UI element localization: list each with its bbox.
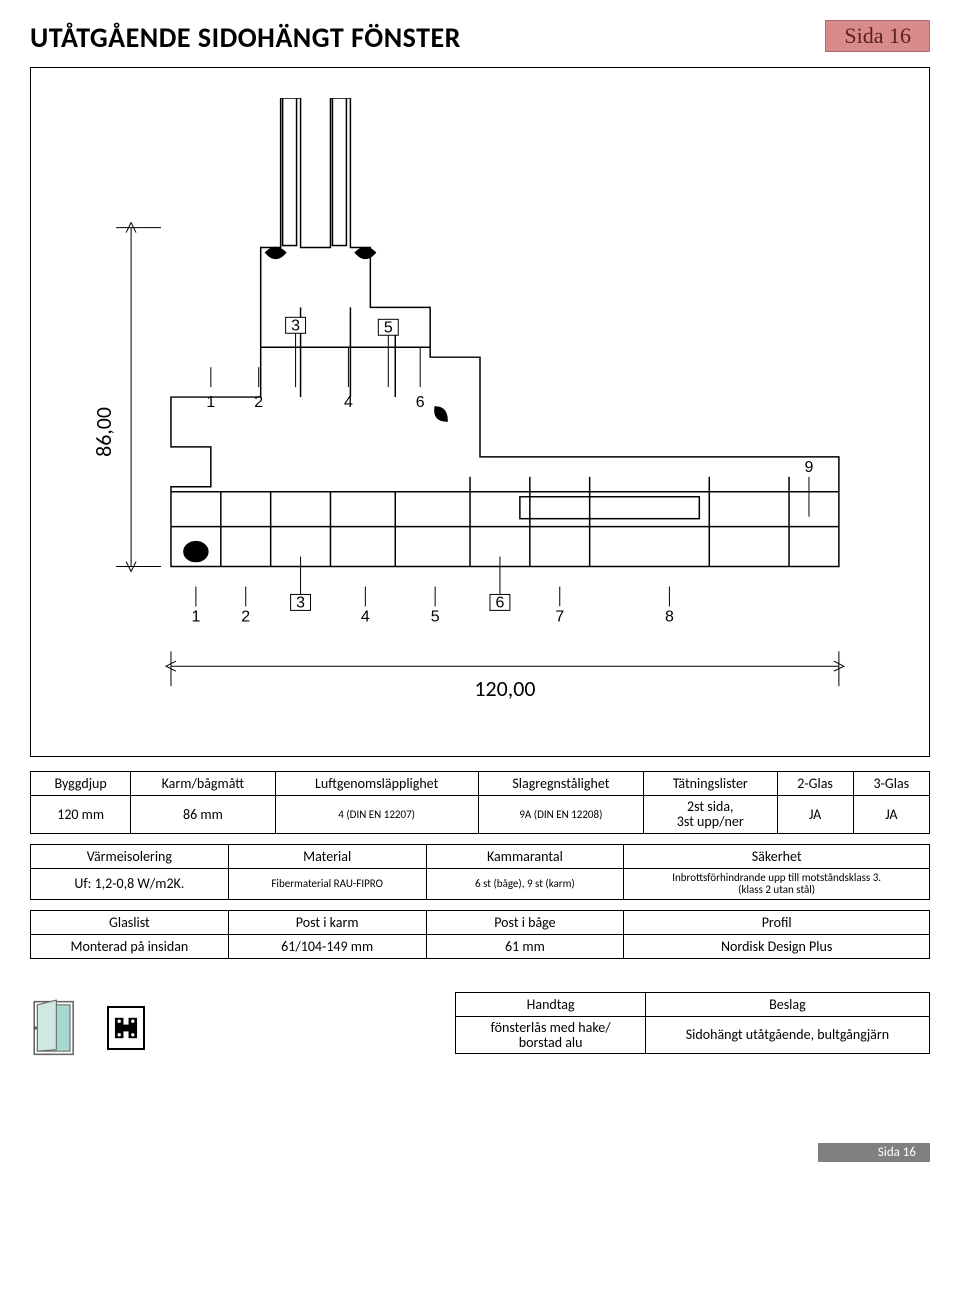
t2-h-material: Material xyxy=(228,844,426,868)
svg-text:2: 2 xyxy=(254,394,263,411)
t1-luft: 4 (DIN EN 12207) xyxy=(275,796,478,834)
t1-h-slag: Slagregnstålighet xyxy=(478,772,643,796)
t2-varme: Uf: 1,2-0,8 W/m2K. xyxy=(31,868,229,899)
page-number-badge: Sida 16 xyxy=(825,20,930,52)
t1-h-luft: Luftgenomsläpplighet xyxy=(275,772,478,796)
t3-postkarm: 61/104-149 mm xyxy=(228,934,426,958)
t3-profil: Nordisk Design Plus xyxy=(624,934,930,958)
t3-postbage: 61 mm xyxy=(426,934,624,958)
height-dimension: 86,00 xyxy=(90,407,117,457)
t4-handtag: fönsterlås med hake/ borstad alu xyxy=(456,1016,645,1054)
cross-section-svg: 86,00 120,00 xyxy=(71,98,889,736)
svg-text:3: 3 xyxy=(296,594,305,611)
t1-h-tat: Tätningslister xyxy=(644,772,777,796)
footer-page-number: Sida 16 xyxy=(818,1143,930,1162)
t4-beslag: Sidohängt utåtgående, bultgångjärn xyxy=(645,1016,929,1054)
hardware-icon xyxy=(107,1006,145,1050)
t3-h-profil: Profil xyxy=(624,910,930,934)
t1-karmbag: 86 mm xyxy=(131,796,275,834)
svg-text:5: 5 xyxy=(384,319,393,336)
t1-h-3glas: 3-Glas xyxy=(853,772,929,796)
t1-slag: 9A (DIN EN 12208) xyxy=(478,796,643,834)
svg-text:2: 2 xyxy=(241,608,250,625)
t1-2glas: JA xyxy=(777,796,853,834)
svg-text:4: 4 xyxy=(361,608,370,625)
t3-glaslist: Monterad på insidan xyxy=(31,934,229,958)
spec-table-2: Värmeisolering Material Kammarantal Säke… xyxy=(30,844,930,900)
svg-text:8: 8 xyxy=(665,608,674,625)
page-title: UTÅTGÅENDE SIDOHÄNGT FÖNSTER xyxy=(30,20,461,55)
t3-h-postbage: Post i båge xyxy=(426,910,624,934)
svg-text:7: 7 xyxy=(555,608,564,625)
svg-text:4: 4 xyxy=(344,394,353,411)
t1-h-2glas: 2-Glas xyxy=(777,772,853,796)
profile-diagram: 86,00 120,00 xyxy=(30,67,930,757)
t2-sak: Inbrottsförhindrande upp till motståndsk… xyxy=(624,868,930,899)
t2-h-sak: Säkerhet xyxy=(624,844,930,868)
t3-h-glaslist: Glaslist xyxy=(31,910,229,934)
svg-text:5: 5 xyxy=(431,608,440,625)
t1-tat: 2st sida, 3st upp/ner xyxy=(644,796,777,834)
spec-table-3: Glaslist Post i karm Post i båge Profil … xyxy=(30,910,930,959)
t1-h-byggdjup: Byggdjup xyxy=(31,772,131,796)
t1-h-karmbag: Karm/bågmått xyxy=(131,772,275,796)
svg-text:6: 6 xyxy=(496,594,505,611)
t1-byggdjup: 120 mm xyxy=(31,796,131,834)
t1-3glas: JA xyxy=(853,796,929,834)
t2-h-kammar: Kammarantal xyxy=(426,844,624,868)
svg-text:1: 1 xyxy=(206,394,215,411)
t4-h-handtag: Handtag xyxy=(456,992,645,1016)
t3-h-postkarm: Post i karm xyxy=(228,910,426,934)
svg-text:6: 6 xyxy=(416,394,425,411)
spec-table-1: Byggdjup Karm/bågmått Luftgenomsläppligh… xyxy=(30,771,930,834)
spec-table-4: Handtag Beslag fönsterlås med hake/ bors… xyxy=(455,992,930,1055)
t2-kammar: 6 st (båge), 9 st (karm) xyxy=(426,868,624,899)
t2-material: Fibermaterial RAU-FIPRO xyxy=(228,868,426,899)
svg-text:9: 9 xyxy=(805,459,814,476)
svg-text:1: 1 xyxy=(191,608,200,625)
window-open-icon xyxy=(30,973,77,1083)
svg-text:3: 3 xyxy=(291,317,300,334)
width-dimension: 120,00 xyxy=(474,675,535,702)
t2-h-varme: Värmeisolering xyxy=(31,844,229,868)
t4-h-beslag: Beslag xyxy=(645,992,929,1016)
